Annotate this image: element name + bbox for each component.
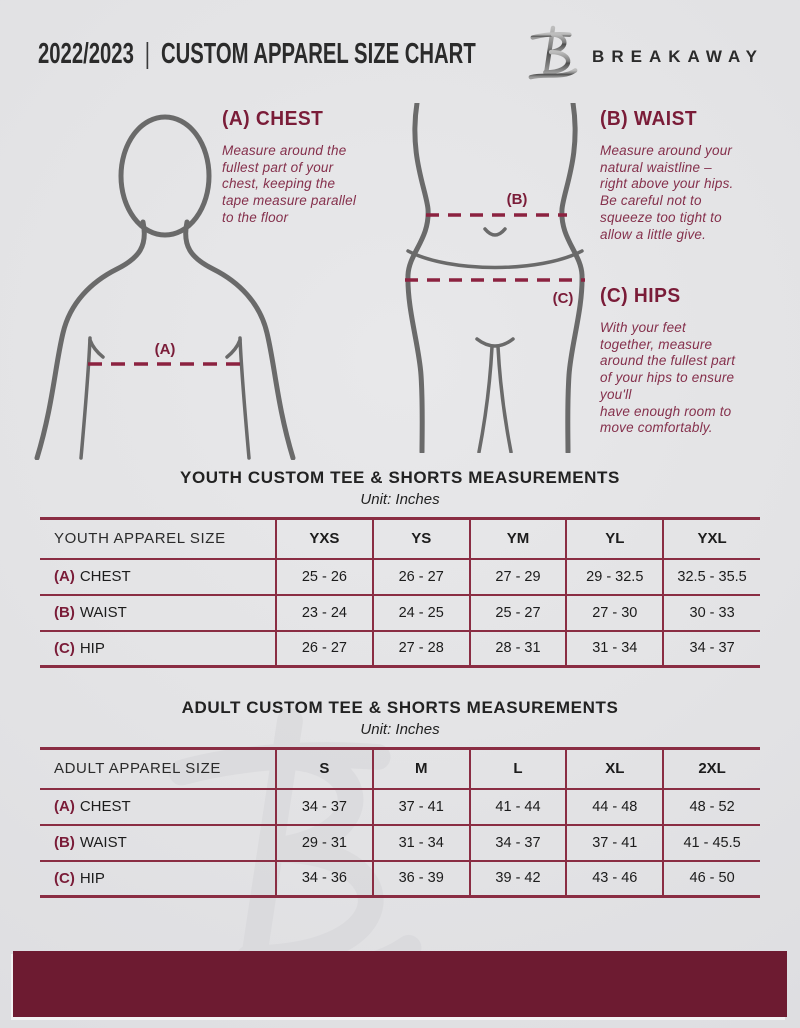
- measurement-value: 31 - 34: [565, 630, 664, 667]
- chest-heading: (A) CHEST: [222, 108, 324, 130]
- row-prefix: (B): [54, 834, 75, 851]
- row-prefix: (A): [54, 568, 75, 585]
- size-header: YM: [468, 518, 567, 559]
- table-row: (C) HIP 34 - 36 36 - 39 39 - 42 43 - 46 4…: [40, 860, 760, 897]
- measurement-value: 24 - 25: [371, 594, 470, 631]
- measurement-value: 32.5 - 35.5: [662, 558, 760, 595]
- size-header: S: [275, 748, 373, 789]
- measurement-value: 31 - 34: [371, 824, 470, 861]
- adult-corner-label: ADULT APPAREL SIZE: [54, 760, 221, 778]
- row-label: HIP: [79, 869, 105, 887]
- measurement-value: 26 - 27: [371, 558, 470, 595]
- table-row: (C) HIP 26 - 27 27 - 28 28 - 31 31 - 34 3…: [40, 630, 760, 667]
- size-header: YXL: [662, 518, 760, 559]
- table-row: (B) WAIST 29 - 31 31 - 34 34 - 37 37 - 41…: [40, 824, 760, 861]
- footer-bar: [13, 951, 787, 1017]
- waist-hips-figure-illustration: (B) (C): [405, 103, 585, 453]
- size-header: YXS: [275, 518, 373, 559]
- header: 2022/2023 | CUSTOM APPAREL SIZE CHART: [0, 0, 800, 96]
- measurement-value: 27 - 28: [371, 630, 470, 667]
- measurement-value: 25 - 26: [275, 558, 373, 595]
- table-row: (B) WAIST 23 - 24 24 - 25 25 - 27 27 - 30…: [40, 594, 760, 631]
- size-header: L: [468, 748, 567, 789]
- size-header: M: [371, 748, 470, 789]
- size-header: YL: [565, 518, 664, 559]
- table-header-row: ADULT APPAREL SIZE S M L XL 2XL: [40, 748, 760, 789]
- youth-corner-label: YOUTH APPAREL SIZE: [54, 530, 226, 548]
- youth-size-table: YOUTH APPAREL SIZE YXS YS YM YL YXL (A) C…: [40, 517, 760, 668]
- row-prefix: (B): [54, 604, 75, 621]
- title-year: 2022/2023: [38, 36, 134, 70]
- row-prefix: (C): [54, 869, 75, 887]
- adult-section: ADULT CUSTOM TEE & SHORTS MEASUREMENTS U…: [40, 698, 760, 898]
- adult-size-table: ADULT APPAREL SIZE S M L XL 2XL (A) CHEST…: [40, 747, 760, 898]
- measurement-value: 34 - 37: [662, 630, 760, 667]
- hips-body-text: With your feet together, measure around …: [600, 320, 736, 436]
- table-row: (A) CHEST 25 - 26 26 - 27 27 - 29 29 - 32…: [40, 558, 760, 595]
- marker-a-label: (A): [155, 341, 176, 358]
- waist-instructions: (B) WAIST Measure around your natural wa…: [600, 108, 792, 243]
- measurement-value: 34 - 36: [275, 860, 373, 897]
- row-label: CHEST: [79, 798, 131, 815]
- measurement-value: 29 - 31: [275, 824, 373, 861]
- title-separator: |: [144, 36, 151, 70]
- row-label: WAIST: [79, 834, 127, 851]
- measurement-value: 27 - 29: [468, 558, 567, 595]
- measurement-value: 37 - 41: [371, 788, 470, 825]
- measurement-value: 36 - 39: [371, 860, 470, 897]
- size-header: YS: [371, 518, 470, 559]
- measurement-value: 37 - 41: [565, 824, 664, 861]
- marker-b-label: (B): [507, 191, 528, 208]
- adult-unit-label: Unit: Inches: [360, 721, 440, 738]
- youth-section-title: YOUTH CUSTOM TEE & SHORTS MEASUREMENTS: [180, 468, 620, 487]
- measurement-value: 25 - 27: [468, 594, 567, 631]
- chest-body-text: Measure around the fullest part of your …: [222, 143, 357, 225]
- breakaway-logo-icon: [528, 25, 578, 80]
- measurement-value: 34 - 37: [275, 788, 373, 825]
- row-label: WAIST: [79, 604, 127, 621]
- measurement-value: 43 - 46: [565, 860, 664, 897]
- title-main: CUSTOM APPAREL SIZE CHART: [160, 36, 476, 70]
- row-label: CHEST: [79, 568, 131, 585]
- measurement-value: 23 - 24: [275, 594, 373, 631]
- row-label: HIP: [79, 639, 105, 657]
- measuring-guide: (A) (B) (C) (A) CHEST Measure around the…: [0, 95, 800, 467]
- size-header: 2XL: [662, 748, 760, 789]
- waist-heading: (B) WAIST: [600, 108, 698, 130]
- table-header-row: YOUTH APPAREL SIZE YXS YS YM YL YXL: [40, 518, 760, 559]
- measurement-value: 39 - 42: [468, 860, 567, 897]
- hips-heading: (C) HIPS: [600, 285, 681, 307]
- row-prefix: (A): [54, 798, 75, 815]
- measurement-value: 41 - 44: [468, 788, 567, 825]
- waist-body-text: Measure around your natural waistline – …: [600, 143, 734, 242]
- measurement-value: 29 - 32.5: [565, 558, 664, 595]
- measurement-value: 41 - 45.5: [662, 824, 760, 861]
- measurement-value: 30 - 33: [662, 594, 760, 631]
- size-header: XL: [565, 748, 664, 789]
- measurement-value: 46 - 50: [662, 860, 760, 897]
- brand-name: BREAKAWAY: [592, 47, 764, 66]
- youth-unit-label: Unit: Inches: [360, 491, 440, 508]
- brand-logo: BREAKAWAY: [524, 22, 764, 84]
- measurement-value: 27 - 30: [565, 594, 664, 631]
- measurement-value: 28 - 31: [468, 630, 567, 667]
- adult-section-title: ADULT CUSTOM TEE & SHORTS MEASUREMENTS: [181, 698, 619, 717]
- page-title: 2022/2023 | CUSTOM APPAREL SIZE CHART: [38, 36, 476, 71]
- table-row: (A) CHEST 34 - 37 37 - 41 41 - 44 44 - 48…: [40, 788, 760, 825]
- hips-instructions: (C) HIPS With your feet together, measur…: [600, 285, 792, 437]
- measurement-value: 34 - 37: [468, 824, 567, 861]
- chest-figure-illustration: (A): [34, 114, 296, 460]
- measurement-value: 48 - 52: [662, 788, 760, 825]
- row-prefix: (C): [54, 639, 75, 657]
- measurement-value: 44 - 48: [565, 788, 664, 825]
- measurement-value: 26 - 27: [275, 630, 373, 667]
- marker-c-label: (C): [553, 290, 574, 307]
- chest-instructions: (A) CHEST Measure around the fullest par…: [222, 108, 402, 227]
- youth-section: YOUTH CUSTOM TEE & SHORTS MEASUREMENTS U…: [40, 468, 760, 668]
